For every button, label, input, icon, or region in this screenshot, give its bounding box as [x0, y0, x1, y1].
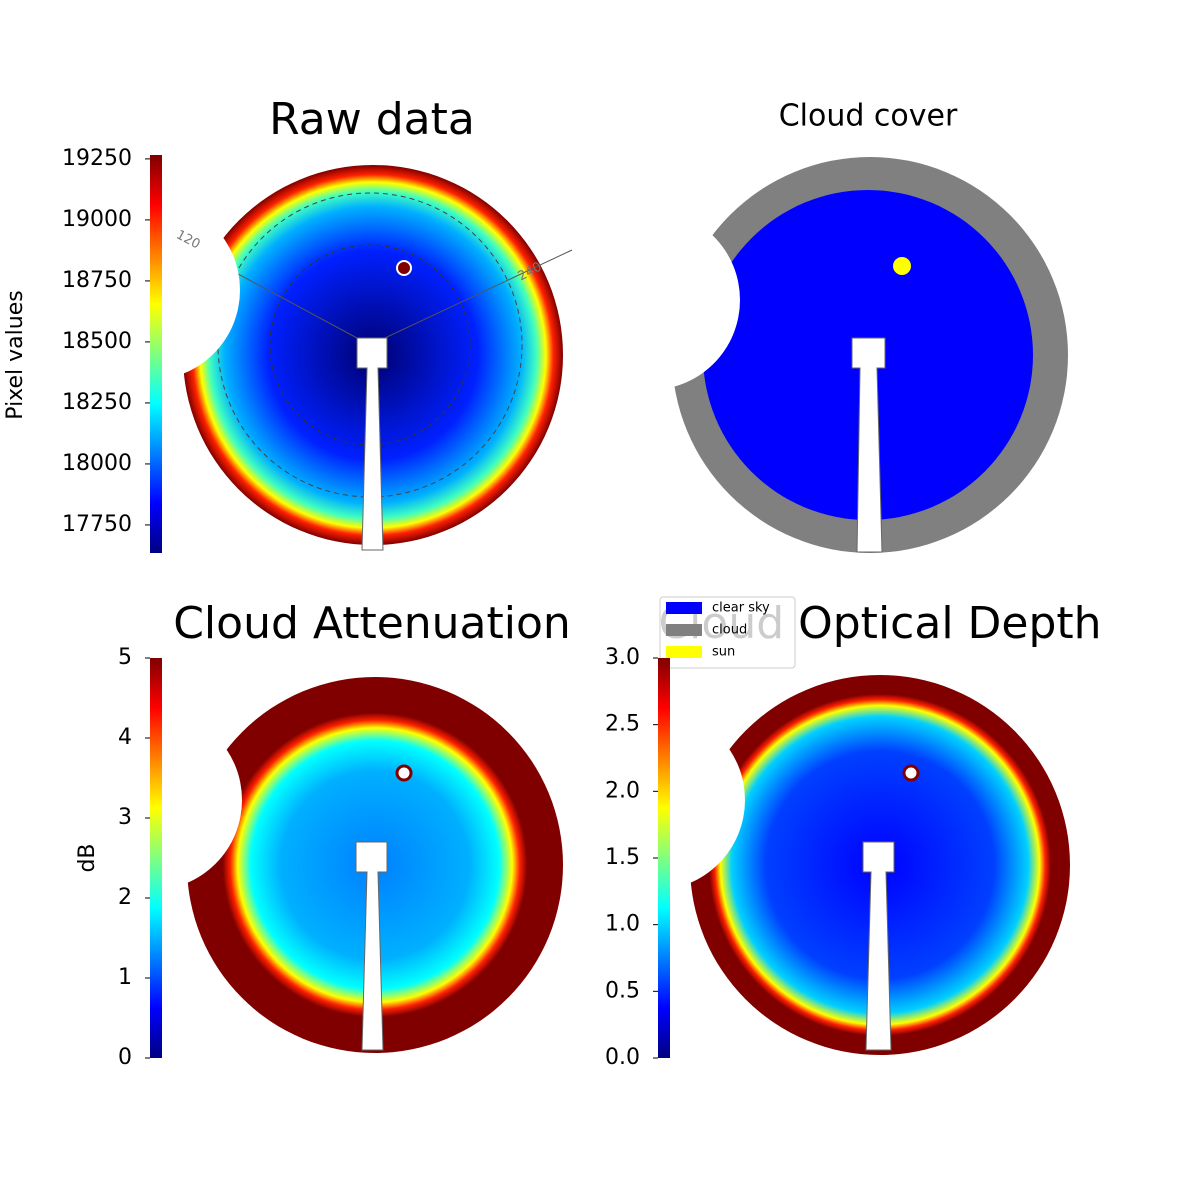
- colorbar: [150, 155, 162, 553]
- legend-label: cloud: [712, 623, 747, 638]
- panel-title: Cloud cover: [779, 99, 958, 134]
- legend: clear sky cloud sun: [659, 596, 796, 669]
- colorbar-label: dB: [75, 843, 100, 872]
- legend-label: sun: [712, 645, 735, 660]
- colorbar-tick-label: 2: [118, 885, 132, 910]
- cloud-mask-image: [560, 157, 1068, 553]
- colorbar-tick-label: 2.5: [605, 712, 640, 737]
- colorbar-tick-label: 0.0: [605, 1045, 640, 1070]
- optical-depth-image: [565, 675, 1070, 1055]
- panel-title: Raw data: [269, 94, 475, 145]
- colorbar-tick-label: 18250: [62, 390, 132, 415]
- colorbar-tick-label: 0: [118, 1045, 132, 1070]
- colorbar-tick-label: 3: [118, 805, 132, 830]
- panel-title: Cloud Attenuation: [173, 598, 571, 649]
- colorbar-tick-label: 18500: [62, 329, 132, 354]
- colorbar-label: Pixel values: [3, 290, 28, 419]
- sky-image: [60, 165, 573, 551]
- colorbar-tick-label: 3.0: [605, 645, 640, 670]
- colorbar-tick-label: 1.5: [605, 845, 640, 870]
- colorbar-tick-label: 1: [118, 965, 132, 990]
- colorbar: [150, 658, 162, 1058]
- colorbar-tick-label: 18000: [62, 451, 132, 476]
- colorbar-tick-label: 0.5: [605, 978, 640, 1003]
- colorbar-tick-label: 4: [118, 725, 132, 750]
- colorbar-tick-label: 5: [118, 645, 132, 670]
- colorbar: [658, 658, 670, 1058]
- colorbar-tick-label: 19250: [62, 146, 132, 171]
- legend-label: clear sky: [712, 601, 770, 616]
- legend-swatch: [666, 602, 702, 614]
- colorbar-tick-label: 19000: [62, 207, 132, 232]
- colorbar-tick-label: 1.0: [605, 912, 640, 937]
- legend-swatch: [666, 624, 702, 636]
- colorbar-tick-label: 18750: [62, 268, 132, 293]
- legend-swatch: [666, 646, 702, 658]
- colorbar-tick-label: 17750: [62, 512, 132, 537]
- colorbar-tick-label: 2.0: [605, 778, 640, 803]
- attenuation-image: [62, 677, 563, 1053]
